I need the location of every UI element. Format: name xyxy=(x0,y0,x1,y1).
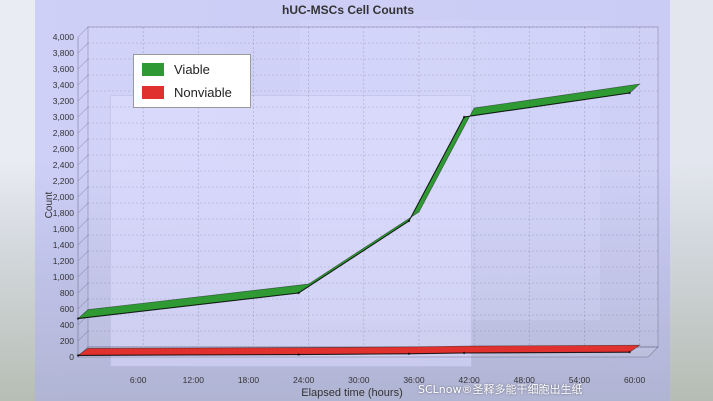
y-tick-label: 1,600 xyxy=(53,224,75,234)
y-tick-label: 800 xyxy=(60,288,74,298)
gridline-y-side xyxy=(77,42,89,54)
series-layer xyxy=(76,83,641,357)
y-tick-labels: 0 200 400 600 800 1,000 1,200 1,400 1,600 1,800 2,… xyxy=(53,32,75,362)
y-tick-label: 4,000 xyxy=(53,32,75,42)
gridline-y-side xyxy=(77,234,89,246)
y-tick-label: 3,400 xyxy=(53,80,75,90)
data-point-viable xyxy=(76,317,80,320)
legend-swatch-nonviable xyxy=(142,86,164,99)
watermark-text: SCLnow®圣释多能干细胞出生纸 xyxy=(418,383,583,396)
gridline-y-side xyxy=(77,298,89,310)
y-tick-label: 3,600 xyxy=(53,64,75,74)
data-point-nonviable xyxy=(462,351,466,355)
gridline-y-side xyxy=(77,218,89,230)
y-tick-label: 2,800 xyxy=(53,128,75,138)
y-tick-label: 3,800 xyxy=(53,48,75,58)
x-tick-label: 42:00 xyxy=(458,375,480,385)
legend-label-nonviable: Nonviable xyxy=(174,85,232,100)
gridline-y-side xyxy=(77,106,89,118)
x-tick-label: 36:00 xyxy=(403,375,425,385)
y-tick-label: 400 xyxy=(60,320,74,330)
chart-title: hUC-MSCs Cell Counts xyxy=(282,3,414,17)
gridline-y-side xyxy=(77,202,89,214)
gridline-y-side xyxy=(77,170,89,182)
x-tick-label: 24:00 xyxy=(293,375,315,385)
data-point-viable xyxy=(407,219,411,223)
gridline-y-side xyxy=(77,74,89,86)
legend-label-viable: Viable xyxy=(174,62,210,77)
gridline-y-side xyxy=(77,58,89,70)
x-tick-label: 48:00 xyxy=(514,375,536,385)
gridline-y-side xyxy=(77,330,89,342)
stem-cell-passport-card-photo xyxy=(110,95,472,367)
data-point-nonviable xyxy=(628,351,631,354)
gridline-y-side xyxy=(77,154,89,166)
y-axis-label: Count xyxy=(44,191,55,218)
y-tick-label: 3,000 xyxy=(53,112,75,122)
data-point-viable xyxy=(462,115,466,119)
y-tick-label: 1,400 xyxy=(53,240,75,250)
x-tick-label: 30:00 xyxy=(348,375,370,385)
y-tick-label: 0 xyxy=(69,352,74,362)
x-tick-label: 6:00 xyxy=(130,375,147,385)
legend-swatch-viable xyxy=(142,63,164,76)
x-tick-label: 12:00 xyxy=(183,375,205,385)
y-tick-label: 1,200 xyxy=(53,256,75,266)
y-tick-label: 2,400 xyxy=(53,160,75,170)
gridline-y-side xyxy=(77,282,89,294)
x-tick-labels: 6:00 12:00 18:00 24:00 30:00 36:00 42:00 48:00 5… xyxy=(130,375,646,385)
gridline-y-side xyxy=(77,250,89,262)
x-tick-label: 60:00 xyxy=(624,375,646,385)
x-axis-label: Elapsed time (hours) xyxy=(301,387,403,399)
y-tick-label: 2,000 xyxy=(53,192,75,202)
gridline-y-side xyxy=(77,122,89,134)
x-tick-label: 18:00 xyxy=(238,375,260,385)
gridline-y-side xyxy=(77,138,89,150)
legend-item-nonviable: Nonviable xyxy=(142,85,232,100)
gridline-y-side xyxy=(77,90,89,102)
gridline-y-side xyxy=(77,26,89,38)
gridline-y-side xyxy=(77,266,89,278)
x-tick-label: 54:00 xyxy=(569,375,591,385)
y-tick-label: 200 xyxy=(60,336,74,346)
legend: Viable Nonviable xyxy=(133,54,251,108)
data-point-viable xyxy=(297,291,300,295)
data-point-viable xyxy=(628,91,631,95)
y-tick-label: 1,800 xyxy=(53,208,75,218)
data-point-nonviable xyxy=(407,352,411,355)
y-tick-label: 600 xyxy=(60,304,74,314)
legend-item-viable: Viable xyxy=(142,62,210,77)
y-tick-label: 1,000 xyxy=(53,272,75,282)
y-tick-label: 2,200 xyxy=(53,176,75,186)
y-tick-label: 3,200 xyxy=(53,96,75,106)
data-point-nonviable xyxy=(297,353,300,356)
y-tick-label: 2,600 xyxy=(53,144,75,154)
data-point-nonviable xyxy=(76,354,80,357)
gridline-y-side xyxy=(77,186,89,198)
